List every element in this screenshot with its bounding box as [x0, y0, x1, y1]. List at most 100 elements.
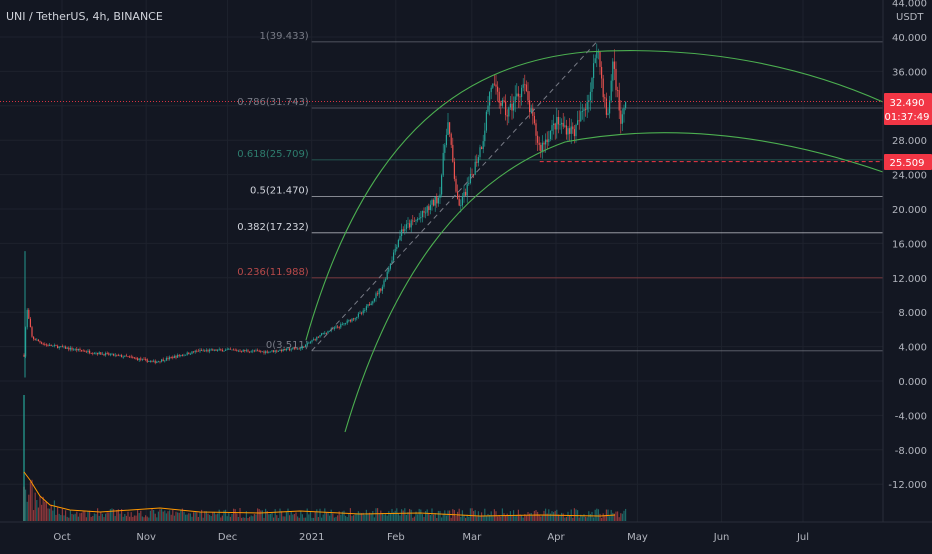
volume-bar	[429, 515, 431, 521]
candle-body	[287, 348, 289, 350]
candle-body	[553, 123, 555, 126]
candle-body	[407, 223, 409, 225]
candle-body	[565, 125, 567, 135]
volume-bar	[37, 507, 39, 521]
volume-bar	[116, 509, 118, 521]
volume-bar	[258, 509, 260, 521]
candle-body	[36, 339, 38, 341]
volume-bar	[164, 510, 166, 521]
candle-body	[453, 161, 455, 179]
volume-bar	[370, 513, 372, 521]
volume-bar	[581, 516, 583, 521]
volume-bar	[357, 511, 359, 521]
candle-body	[228, 348, 230, 350]
volume-bar	[193, 512, 195, 521]
volume-bar	[450, 517, 452, 521]
volume-bar	[599, 513, 601, 521]
volume-bar	[45, 501, 47, 521]
candle-body	[341, 323, 343, 325]
volume-bar	[317, 517, 319, 521]
candle-body	[402, 229, 404, 232]
candle-body	[175, 356, 177, 358]
volume-bar	[325, 512, 327, 521]
volume-bar	[33, 510, 35, 521]
candle-body	[477, 157, 479, 163]
fibonacci-retracement[interactable]: 1(39.433) 0.786(31.743) 0.618(25.709) 0.5(2…	[237, 31, 883, 352]
volume-bar	[289, 515, 291, 521]
volume-bar	[586, 517, 588, 521]
candle-body	[471, 173, 473, 175]
volume-bar	[204, 511, 206, 521]
candle-body	[335, 326, 337, 328]
volume-bar	[266, 511, 268, 521]
volume-bar	[404, 508, 406, 521]
volume-bar	[343, 510, 345, 521]
drawing-overlays[interactable]	[0, 41, 884, 433]
candle-body	[613, 61, 615, 69]
candle-body	[205, 350, 207, 351]
volume-bar	[482, 516, 484, 521]
volume-bar	[349, 508, 351, 521]
candle-body	[153, 360, 155, 362]
volume-bar	[383, 514, 385, 521]
last-price-tag-background	[884, 93, 932, 125]
candle-body	[271, 350, 273, 352]
candle-body	[327, 331, 329, 334]
grid	[0, 0, 883, 522]
candle-body	[92, 353, 94, 355]
candle-body	[276, 350, 278, 352]
volume-bar	[223, 510, 225, 521]
price-axis[interactable]: USDT	[882, 0, 932, 550]
volume-bar	[380, 510, 382, 521]
volume-bar	[220, 517, 222, 521]
volume-bar	[185, 514, 187, 521]
volume-bar	[277, 517, 279, 521]
volume-bar	[396, 508, 398, 521]
volume-bar	[247, 517, 249, 521]
price-tick-label: 8.000	[898, 308, 927, 319]
volume-bar	[455, 516, 457, 521]
volume-bar	[447, 510, 449, 521]
candle-body	[509, 103, 511, 108]
volume-bar	[253, 513, 255, 521]
volume-bar	[362, 512, 364, 521]
volume-bar	[188, 513, 190, 521]
volume-bar	[487, 513, 489, 521]
volume-bar	[418, 508, 420, 521]
candle-body	[132, 357, 134, 358]
price-tick-label: 12.000	[892, 274, 927, 285]
volume-bar	[485, 515, 487, 521]
candle-body	[567, 128, 569, 135]
volume-bar	[149, 510, 151, 521]
volume-bar	[237, 516, 239, 521]
volume-bar	[157, 511, 159, 521]
volume-bar	[554, 510, 556, 521]
candle-body	[109, 354, 111, 356]
candle-body	[525, 84, 527, 92]
volume-bar	[346, 517, 348, 521]
candle-body	[140, 358, 142, 360]
candle-body	[236, 350, 238, 351]
volume-bar	[621, 513, 623, 521]
time-axis-ticks[interactable]: Oct Nov Dec 2021 Feb Mar Apr May Jun Jul	[53, 532, 809, 543]
price-tick-label: 44.000	[892, 0, 927, 10]
candle-body	[321, 333, 323, 336]
volume-bar	[189, 513, 191, 521]
price-tick-label: 24.000	[892, 171, 927, 182]
candle-body	[409, 223, 411, 228]
candle-body	[597, 51, 599, 53]
level-price-tag: 25.509	[884, 154, 932, 170]
candle-body	[578, 120, 580, 122]
candle-body	[60, 346, 62, 348]
volume-bar	[503, 513, 505, 521]
volume-bar	[77, 516, 79, 521]
candle-body	[74, 348, 76, 350]
volume-bar	[365, 509, 367, 521]
candle-body	[52, 345, 54, 347]
candle-body	[164, 360, 166, 362]
volume-bar	[389, 513, 391, 521]
candle-body	[437, 197, 439, 204]
candle-body	[508, 107, 510, 117]
